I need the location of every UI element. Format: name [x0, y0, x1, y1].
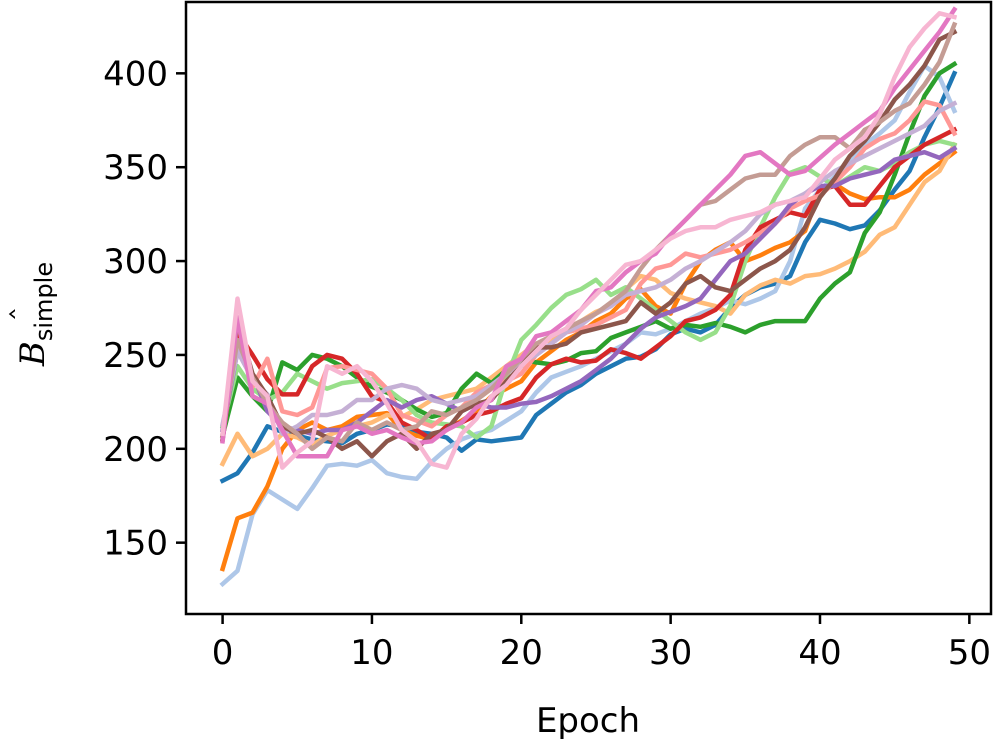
series-line-13 [220, 6, 958, 459]
y-axis-title: ‸ Bsimple [0, 262, 58, 367]
y-axis-title-main: B [13, 341, 53, 367]
y-tick-label: 200 [103, 430, 168, 470]
series-layer [219, 6, 958, 588]
series-line-12 [220, 21, 958, 452]
plot-frame [184, 0, 993, 616]
x-axis-ticks: 0 10 20 30 40 50 [212, 614, 991, 673]
y-axis-title-sub: simple [30, 262, 58, 341]
y-tick-label: 350 [103, 148, 168, 188]
x-tick-label: 40 [798, 633, 841, 673]
y-tick-label: 400 [103, 54, 168, 94]
y-axis-ticks: 150 200 250 300 350 400 [103, 54, 186, 564]
series-line-14 [220, 11, 958, 470]
y-tick-label: 150 [103, 524, 168, 564]
x-tick-label: 30 [649, 633, 692, 673]
y-tick-label: 300 [103, 242, 168, 282]
x-tick-label: 10 [350, 633, 393, 673]
y-axis-hat-icon: ‸ [0, 309, 16, 319]
x-tick-label: 20 [500, 633, 543, 673]
series-line-6 [219, 138, 958, 440]
svg-text:Bsimple: Bsimple [13, 262, 58, 367]
y-tick-label: 250 [103, 336, 168, 376]
series-line-11 [220, 28, 958, 459]
plot-border [184, 0, 993, 616]
x-tick-label: 0 [212, 633, 234, 673]
x-tick-label: 50 [948, 633, 991, 673]
x-axis-title: Epoch [536, 701, 640, 741]
